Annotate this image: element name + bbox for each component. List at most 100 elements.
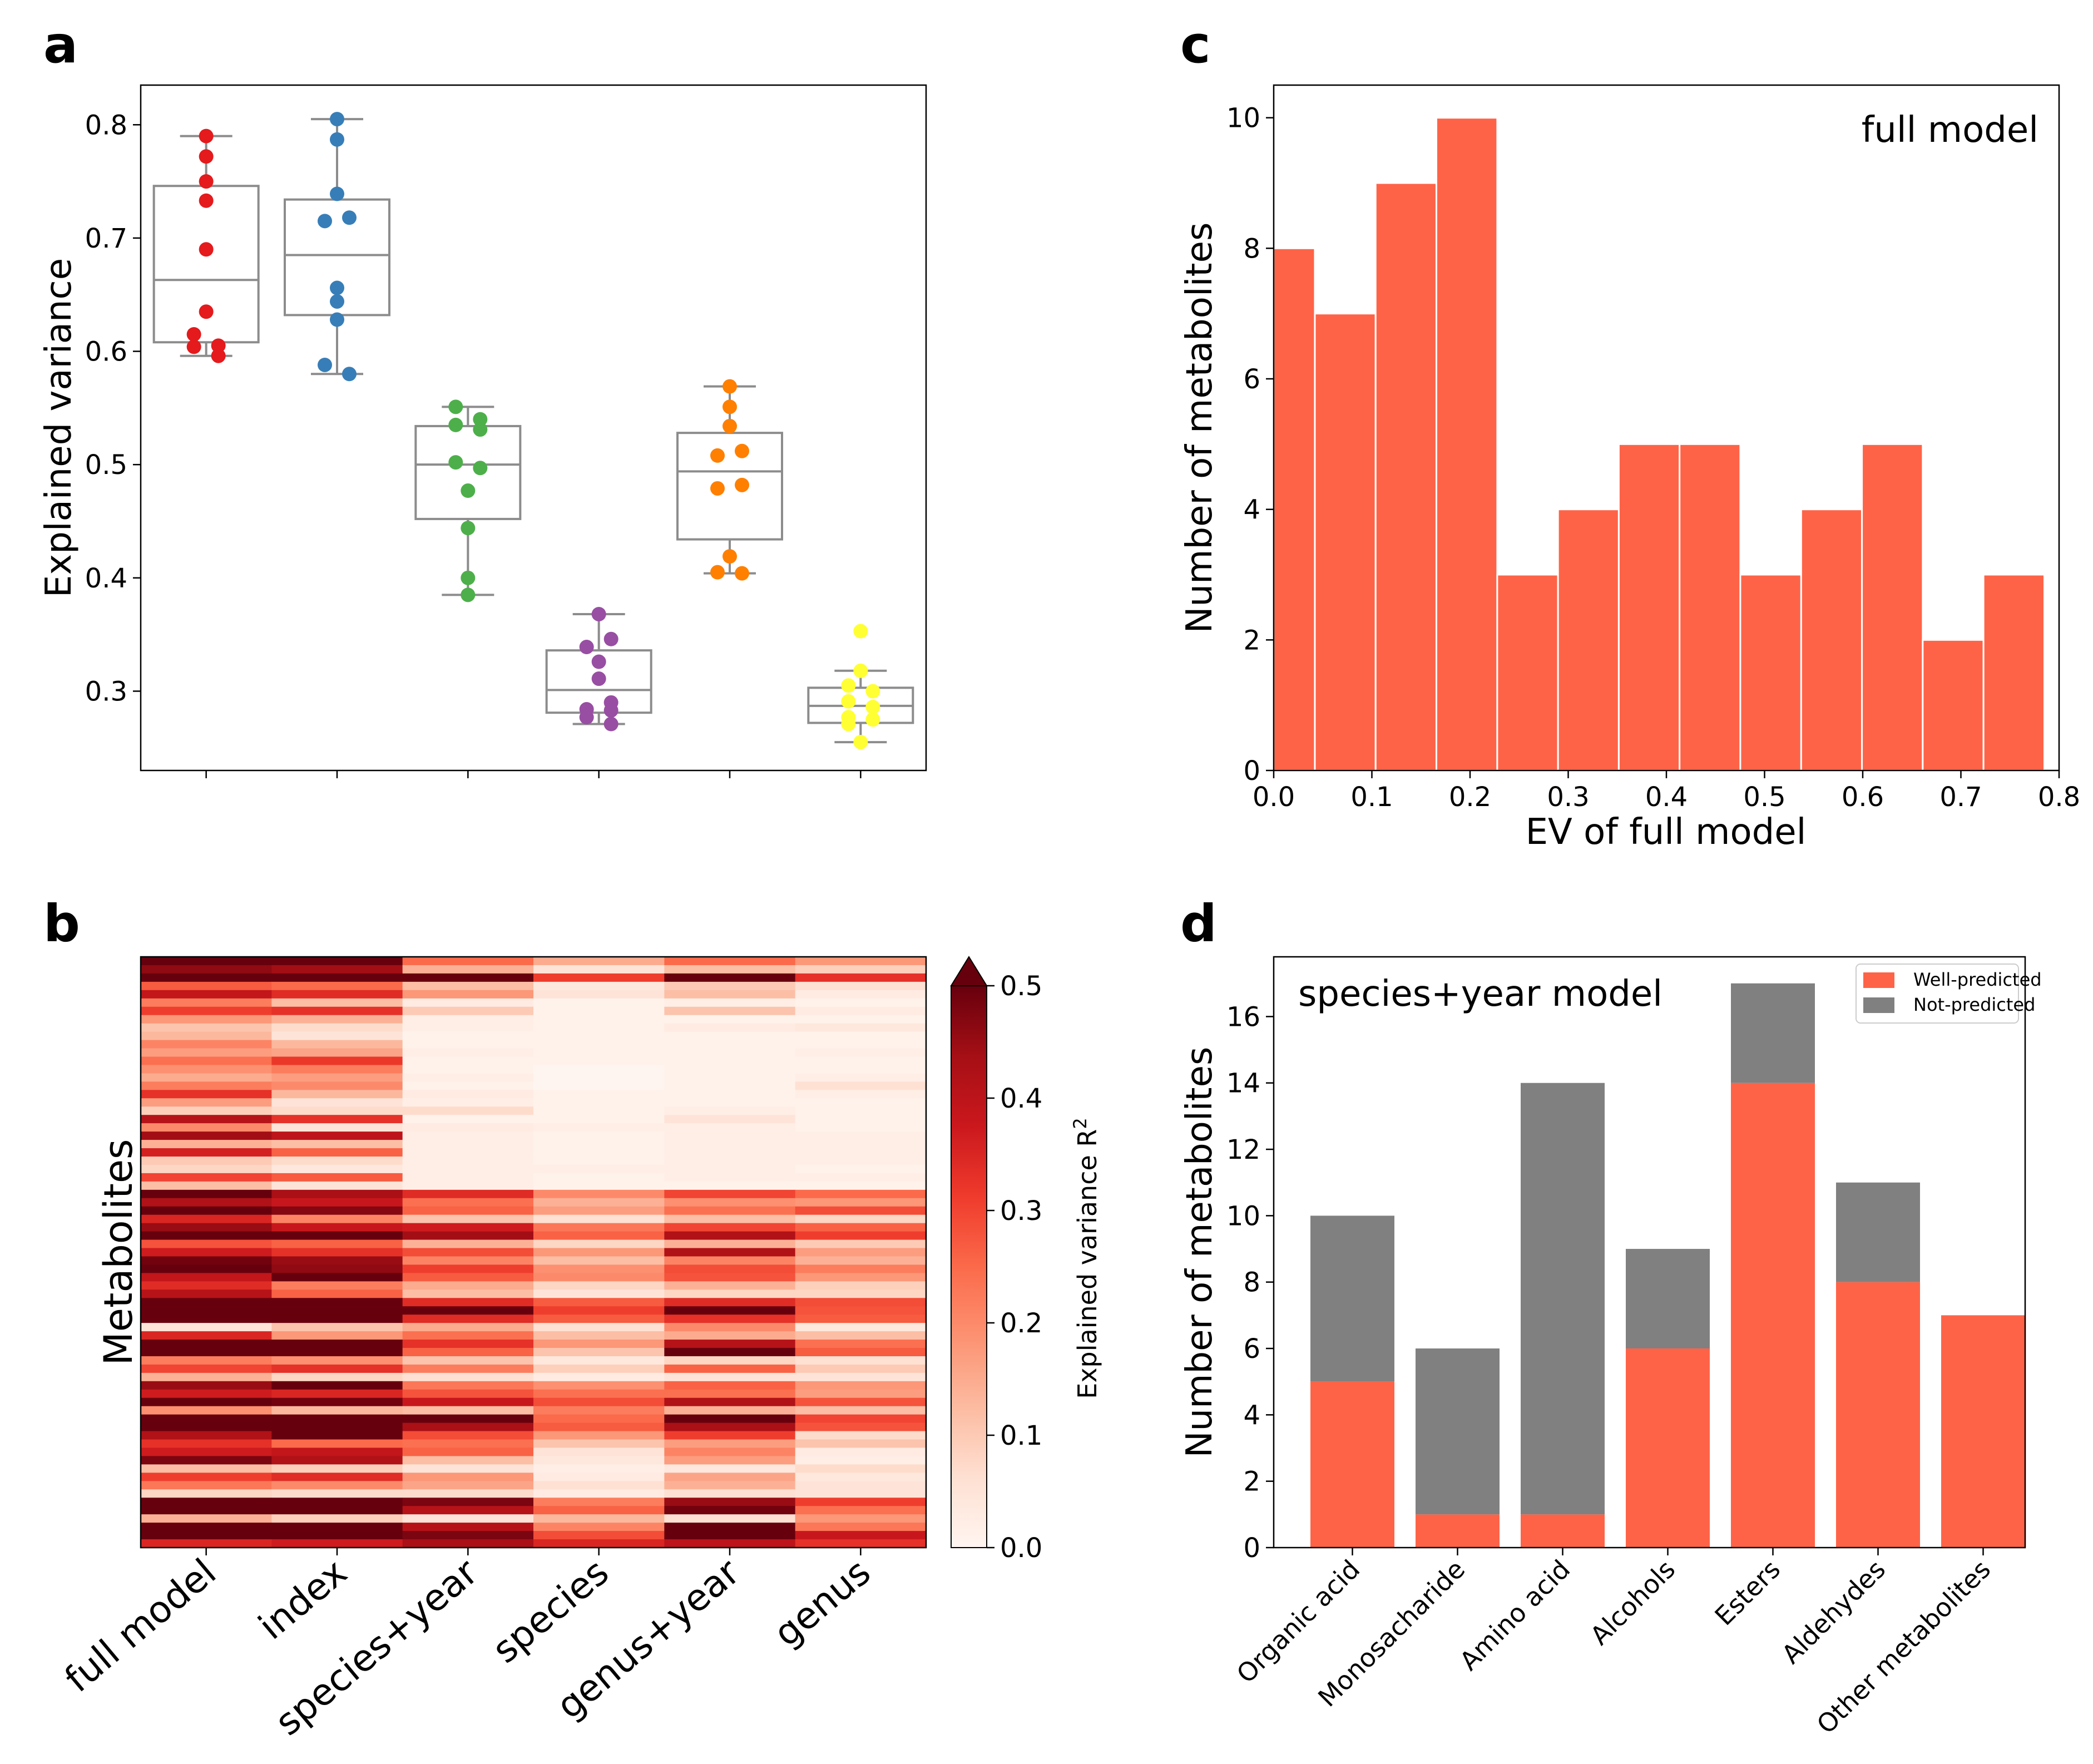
heatmap-cell xyxy=(402,1065,534,1074)
a-ytick-label: 0.4 xyxy=(85,563,127,594)
a-point-genus xyxy=(853,663,868,678)
heatmap-cell xyxy=(664,1073,796,1082)
panel-b-ylabel: Metabolites xyxy=(96,1139,141,1366)
a-point-full-model xyxy=(186,327,201,342)
heatmap-cell xyxy=(795,1514,927,1523)
heatmap-cell xyxy=(664,1081,796,1090)
heatmap-cell xyxy=(533,1206,665,1215)
heatmap-cell xyxy=(533,1381,665,1390)
heatmap-cell xyxy=(402,1223,534,1232)
heatmap-cell xyxy=(271,1514,403,1523)
heatmap-cell xyxy=(795,1273,927,1282)
a-point-full-model xyxy=(199,242,214,257)
a-point-species-year xyxy=(448,417,463,432)
heatmap-cell xyxy=(271,1214,403,1224)
heatmap-cell xyxy=(141,1131,272,1140)
heatmap-cell xyxy=(533,1131,665,1140)
a-point-full-model xyxy=(211,348,226,363)
heatmap-cell xyxy=(141,1381,272,1390)
heatmap-cell xyxy=(533,1065,665,1074)
heatmap-cell xyxy=(402,1081,534,1090)
heatmap-cell xyxy=(271,1298,403,1307)
heatmap-cell xyxy=(664,1406,796,1415)
heatmap-cell xyxy=(664,1181,796,1190)
heatmap-cell xyxy=(533,981,665,991)
heatmap-cell xyxy=(141,1248,272,1257)
heatmap-cell xyxy=(402,1306,534,1315)
heatmap-cell xyxy=(795,1364,927,1373)
heatmap-cell xyxy=(533,957,665,966)
heatmap-cell xyxy=(664,1298,796,1307)
d-ytick-label: 8 xyxy=(1243,1267,1260,1298)
heatmap-cell xyxy=(533,1023,665,1032)
heatmap-cell xyxy=(271,1397,403,1407)
heatmap-cell xyxy=(271,1248,403,1257)
heatmap-cell xyxy=(795,1256,927,1266)
heatmap-cell xyxy=(402,1456,534,1465)
heatmap-cell xyxy=(795,1006,927,1016)
c-hist-bar xyxy=(1557,508,1620,772)
d-bar-not-predicted-alcohols xyxy=(1626,1249,1710,1349)
heatmap-cell xyxy=(664,1523,796,1531)
heatmap-cell xyxy=(795,1315,927,1323)
heatmap-cell xyxy=(402,1523,534,1531)
heatmap-cell xyxy=(795,981,927,991)
a-iqr-box xyxy=(676,432,783,541)
heatmap-cell xyxy=(664,1397,796,1407)
heatmap-cell xyxy=(271,1431,403,1440)
heatmap-cell xyxy=(533,1173,665,1182)
heatmap-cell xyxy=(271,1206,403,1215)
heatmap-cell xyxy=(664,1248,796,1257)
heatmap-cell xyxy=(141,1464,272,1473)
heatmap-cell xyxy=(402,1315,534,1323)
heatmap-cell xyxy=(271,1231,403,1241)
heatmap-cell xyxy=(141,1331,272,1340)
heatmap-cell xyxy=(533,1015,665,1024)
heatmap-cell xyxy=(533,1115,665,1124)
heatmap-cell xyxy=(795,1106,927,1115)
heatmap-cell xyxy=(141,1006,272,1016)
a-point-species xyxy=(603,631,619,646)
heatmap-cell xyxy=(533,1464,665,1473)
heatmap-cell xyxy=(664,998,796,1007)
heatmap-cell xyxy=(271,1289,403,1298)
heatmap-cell xyxy=(271,1456,403,1465)
a-point-genus xyxy=(841,717,856,732)
heatmap-cell xyxy=(402,1422,534,1432)
heatmap-cell xyxy=(664,1348,796,1357)
panel-label-a: a xyxy=(43,15,78,75)
heatmap-cell xyxy=(402,1531,534,1540)
a-point-genus-year xyxy=(735,566,749,581)
panel-label-d: d xyxy=(1180,894,1217,953)
heatmap-cell xyxy=(664,1464,796,1473)
heatmap-cell xyxy=(271,1006,403,1016)
heatmap-cell xyxy=(402,1331,534,1340)
heatmap-cell xyxy=(402,1131,534,1140)
heatmap-cell xyxy=(141,965,272,974)
heatmap-cell xyxy=(533,1298,665,1307)
heatmap-cell xyxy=(795,1031,927,1041)
c-hist-bar xyxy=(1435,117,1498,772)
heatmap-cell xyxy=(795,990,927,999)
c-ytick-label: 2 xyxy=(1243,625,1260,656)
heatmap-cell xyxy=(402,1340,534,1348)
heatmap-cell xyxy=(795,1140,927,1149)
heatmap-cell xyxy=(141,1189,272,1199)
heatmap-cell xyxy=(664,1281,796,1290)
heatmap-cell xyxy=(795,1281,927,1290)
heatmap-cell xyxy=(795,1372,927,1382)
a-point-genus-year xyxy=(710,448,725,463)
heatmap-cell xyxy=(795,1065,927,1074)
heatmap-cell xyxy=(402,1506,534,1515)
heatmap-cell xyxy=(141,1289,272,1298)
heatmap-cell xyxy=(271,1323,403,1332)
d-ytick-label: 16 xyxy=(1226,1001,1260,1032)
a-point-genus xyxy=(865,699,880,714)
heatmap-cell xyxy=(795,1481,927,1490)
heatmap-cell xyxy=(402,1514,534,1523)
a-point-species xyxy=(591,671,606,686)
a-ytick-label: 0.3 xyxy=(85,676,127,707)
heatmap-cell xyxy=(533,1481,665,1490)
heatmap-cell xyxy=(402,1040,534,1049)
